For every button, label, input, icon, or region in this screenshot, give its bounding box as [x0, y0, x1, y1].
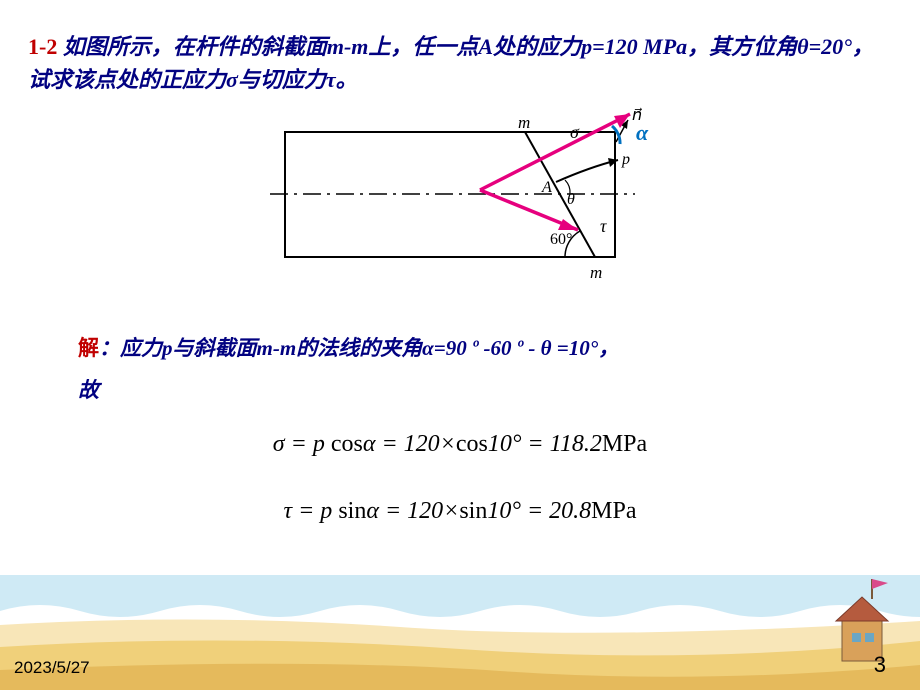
svg-text:α: α: [636, 120, 649, 145]
svg-text:p: p: [621, 151, 630, 168]
slide-date: 2023/5/27: [14, 658, 90, 678]
svg-text:m: m: [518, 113, 530, 132]
svg-text:θ: θ: [567, 191, 575, 208]
solution-text: 解：应力p与斜截面m-m的法线的夹角α=90 º -60 º - θ =10°，…: [28, 327, 892, 411]
problem-number: 1-2: [28, 34, 57, 59]
solution-label: 解: [78, 336, 99, 360]
svg-text:A: A: [541, 179, 552, 196]
svg-text:τ: τ: [600, 216, 607, 236]
svg-text:m: m: [590, 263, 602, 282]
page-number: 3: [874, 652, 886, 678]
sigma-equation: σ = p cosα = 120×cos10° = 118.2MPa: [28, 431, 892, 458]
footer-illustration: 2023/5/27 3: [0, 575, 920, 690]
problem-text: 1-2 如图所示，在杆件的斜截面m-m上，任一点A处的应力p=120 MPa，其…: [28, 30, 892, 96]
svg-text:60°: 60°: [550, 231, 572, 248]
tau-equation: τ = p sinα = 120×sin10° = 20.8MPa: [28, 498, 892, 525]
diagram: 60° A θ p n⃗ σ α τ: [28, 102, 892, 307]
